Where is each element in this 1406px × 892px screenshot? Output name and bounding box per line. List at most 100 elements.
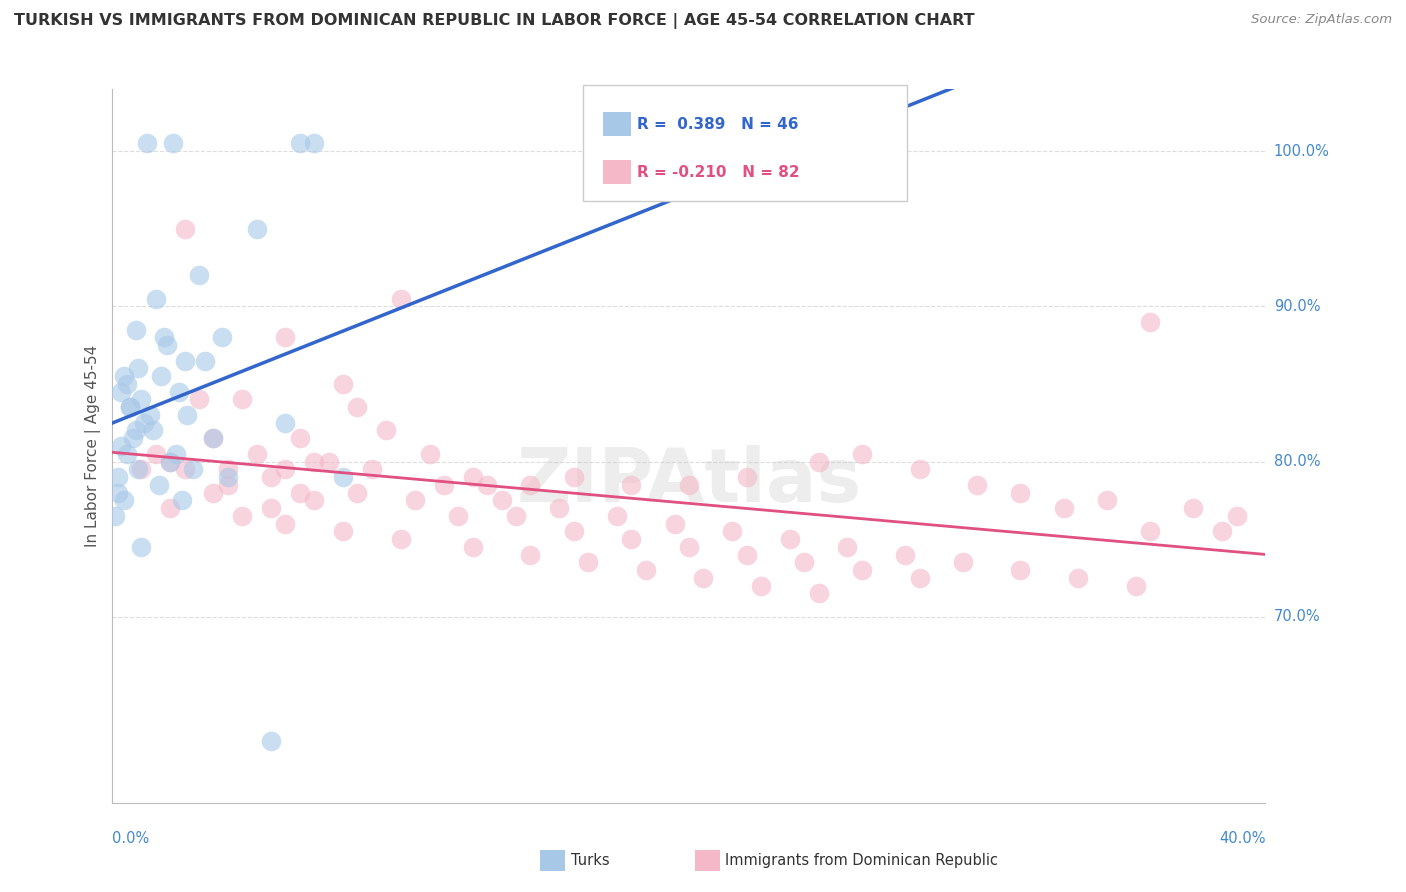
Point xyxy=(134,416,156,430)
Y-axis label: In Labor Force | Age 45-54: In Labor Force | Age 45-54 xyxy=(86,345,101,547)
Point xyxy=(1182,501,1205,516)
Point xyxy=(139,408,162,422)
Point xyxy=(433,477,456,491)
Point xyxy=(735,470,758,484)
Point xyxy=(112,493,135,508)
Point xyxy=(519,548,541,562)
Point xyxy=(124,323,146,337)
Point xyxy=(260,501,283,516)
Point xyxy=(129,462,153,476)
Point xyxy=(461,470,484,484)
Point xyxy=(159,454,181,468)
Point xyxy=(142,424,165,438)
Point xyxy=(360,462,382,476)
Point xyxy=(606,508,628,523)
Point xyxy=(332,376,354,391)
Point xyxy=(505,508,527,523)
Point xyxy=(217,462,239,476)
Point xyxy=(1010,563,1032,577)
Point xyxy=(121,431,143,445)
Point xyxy=(153,330,176,344)
Point xyxy=(162,136,184,151)
Point xyxy=(173,462,195,476)
Point xyxy=(260,470,283,484)
Point xyxy=(202,431,225,445)
Point xyxy=(664,516,686,531)
Point xyxy=(173,353,195,368)
Point xyxy=(519,477,541,491)
Point xyxy=(447,508,470,523)
Point xyxy=(150,369,173,384)
Point xyxy=(1067,571,1090,585)
Point xyxy=(807,586,830,600)
Point xyxy=(851,563,873,577)
Point xyxy=(678,477,700,491)
Point xyxy=(129,392,153,407)
Point xyxy=(475,477,498,491)
Point xyxy=(136,136,159,151)
Point xyxy=(148,477,170,491)
Point xyxy=(145,292,167,306)
Point xyxy=(188,268,211,283)
Point xyxy=(562,524,585,539)
Point xyxy=(837,540,859,554)
Point xyxy=(110,439,132,453)
Point xyxy=(375,424,398,438)
Point xyxy=(231,392,253,407)
Point xyxy=(118,401,141,415)
Point xyxy=(217,470,239,484)
Point xyxy=(908,571,931,585)
Point xyxy=(145,447,167,461)
Text: Turks: Turks xyxy=(571,854,609,868)
Point xyxy=(107,485,129,500)
Point xyxy=(112,369,135,384)
Point xyxy=(692,571,714,585)
Point xyxy=(107,470,129,484)
Point xyxy=(127,462,149,476)
Point xyxy=(211,330,233,344)
Point xyxy=(110,384,132,399)
Point xyxy=(346,485,368,500)
Point xyxy=(245,447,267,461)
Text: R = -0.210   N = 82: R = -0.210 N = 82 xyxy=(637,165,800,180)
Point xyxy=(966,477,988,491)
Point xyxy=(908,462,931,476)
Point xyxy=(165,447,187,461)
Point xyxy=(562,470,585,484)
Point xyxy=(188,392,211,407)
Point xyxy=(173,222,195,236)
Point xyxy=(491,493,513,508)
Point xyxy=(346,401,368,415)
Point xyxy=(851,447,873,461)
Text: Source: ZipAtlas.com: Source: ZipAtlas.com xyxy=(1251,13,1392,27)
Point xyxy=(404,493,426,508)
Text: 70.0%: 70.0% xyxy=(1274,609,1320,624)
Point xyxy=(288,136,311,151)
Point xyxy=(129,540,153,554)
Point xyxy=(159,454,181,468)
Point xyxy=(793,555,815,569)
Point xyxy=(318,454,340,468)
Text: ZIPAtlas: ZIPAtlas xyxy=(516,445,862,518)
Point xyxy=(304,493,326,508)
Point xyxy=(115,376,138,391)
Point xyxy=(1010,485,1032,500)
Point xyxy=(170,493,193,508)
Point xyxy=(104,508,127,523)
Point xyxy=(194,353,217,368)
Point xyxy=(620,477,643,491)
Point xyxy=(1139,524,1161,539)
Point xyxy=(202,431,225,445)
Point xyxy=(288,485,311,500)
Point xyxy=(735,548,758,562)
Text: R =  0.389   N = 46: R = 0.389 N = 46 xyxy=(637,117,799,132)
Point xyxy=(1139,315,1161,329)
Point xyxy=(389,292,412,306)
Point xyxy=(634,563,657,577)
Text: 80.0%: 80.0% xyxy=(1274,454,1320,469)
Point xyxy=(576,555,599,569)
Point xyxy=(181,462,204,476)
Point xyxy=(245,222,267,236)
Text: 40.0%: 40.0% xyxy=(1219,831,1265,847)
Point xyxy=(217,477,239,491)
